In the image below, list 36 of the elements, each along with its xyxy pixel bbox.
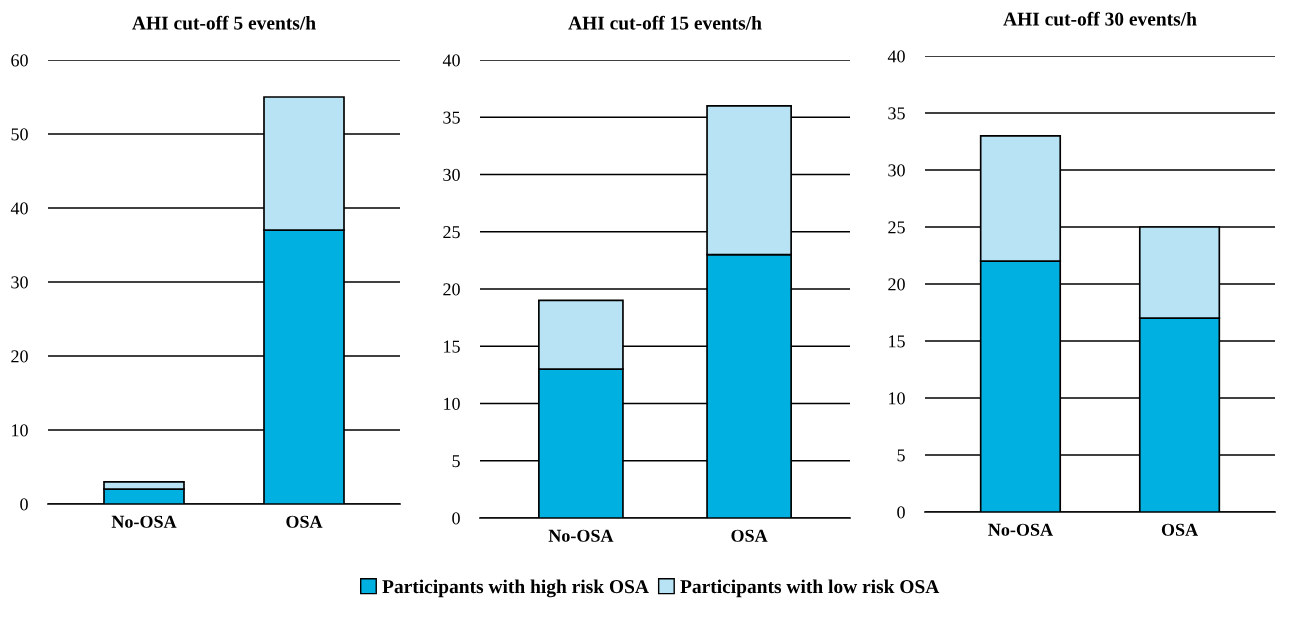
y-tick-label: 25	[888, 221, 905, 234]
y-tick-label: 25	[443, 226, 460, 239]
legend-label: Participants with high risk OSA	[382, 579, 649, 598]
y-tick-label: 0	[20, 498, 28, 511]
y-tick-label: 20	[443, 283, 460, 296]
y-tick-label: 40	[10, 202, 28, 215]
y-tick-label: 30	[888, 164, 905, 177]
chart-title: AHI cut-off 5 events/h	[132, 15, 316, 30]
y-tick-label: 10	[12, 424, 28, 437]
y-tick-label: 20	[888, 278, 905, 291]
x-tick-label: OSA	[731, 529, 768, 542]
y-tick-label: 35	[888, 107, 905, 120]
chart-title: AHI cut-off 30 events/h	[1003, 11, 1197, 26]
y-tick-label: 5	[897, 449, 905, 462]
y-tick-label: 30	[11, 276, 28, 289]
legend-label: Participants with low risk OSA	[680, 579, 940, 598]
y-tick-label: 15	[889, 335, 905, 348]
y-tick-label: 50	[11, 128, 28, 141]
y-tick-label: 30	[443, 168, 460, 181]
y-tick-label: 10	[444, 397, 460, 410]
x-tick-label: No-OSA	[988, 523, 1053, 536]
chart-title: AHI cut-off 15 events/h	[568, 15, 762, 30]
x-tick-label: No-OSA	[548, 529, 614, 542]
y-tick-label: 40	[887, 50, 905, 63]
x-tick-label: No-OSA	[111, 515, 177, 528]
x-tick-label: OSA	[1161, 523, 1198, 536]
y-tick-label: 60	[11, 54, 28, 67]
y-tick-label: 5	[452, 455, 460, 468]
y-tick-label: 40	[442, 54, 460, 67]
y-tick-label: 10	[889, 392, 905, 405]
y-tick-label: 0	[897, 506, 905, 519]
y-tick-label: 20	[11, 350, 28, 363]
y-tick-label: 0	[452, 512, 460, 525]
y-tick-label: 15	[444, 340, 460, 353]
x-tick-label: OSA	[286, 515, 323, 528]
y-tick-label: 35	[443, 111, 460, 124]
